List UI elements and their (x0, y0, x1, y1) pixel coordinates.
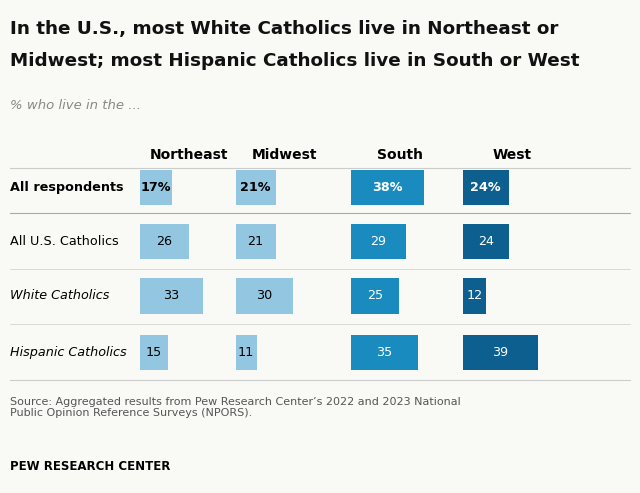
FancyBboxPatch shape (236, 170, 276, 205)
Text: In the U.S., most White Catholics live in Northeast or: In the U.S., most White Catholics live i… (10, 20, 558, 38)
FancyBboxPatch shape (351, 278, 399, 314)
Text: 24: 24 (477, 235, 494, 248)
Text: 15: 15 (146, 346, 162, 359)
Text: 39: 39 (492, 346, 508, 359)
Text: Northeast: Northeast (150, 148, 228, 162)
FancyBboxPatch shape (463, 224, 509, 259)
FancyBboxPatch shape (140, 278, 203, 314)
Text: 26: 26 (157, 235, 173, 248)
Text: Midwest; most Hispanic Catholics live in South or West: Midwest; most Hispanic Catholics live in… (10, 52, 579, 70)
Text: 35: 35 (376, 346, 392, 359)
FancyBboxPatch shape (463, 335, 538, 370)
Text: Midwest: Midwest (252, 148, 317, 162)
Text: White Catholics: White Catholics (10, 289, 109, 302)
FancyBboxPatch shape (140, 224, 189, 259)
FancyBboxPatch shape (140, 335, 168, 370)
Text: South: South (377, 148, 423, 162)
Text: 11: 11 (238, 346, 254, 359)
Text: 24%: 24% (470, 181, 501, 194)
Text: 25: 25 (367, 289, 383, 302)
Text: West: West (492, 148, 532, 162)
Text: 21%: 21% (241, 181, 271, 194)
Text: 17%: 17% (141, 181, 171, 194)
Text: All U.S. Catholics: All U.S. Catholics (10, 235, 118, 248)
Text: 33: 33 (163, 289, 179, 302)
FancyBboxPatch shape (463, 278, 486, 314)
Text: PEW RESEARCH CENTER: PEW RESEARCH CENTER (10, 460, 170, 473)
Text: 12: 12 (466, 289, 483, 302)
FancyBboxPatch shape (351, 224, 406, 259)
Text: 38%: 38% (372, 181, 403, 194)
Text: 21: 21 (248, 235, 264, 248)
FancyBboxPatch shape (236, 335, 257, 370)
Text: Source: Aggregated results from Pew Research Center’s 2022 and 2023 National
Pub: Source: Aggregated results from Pew Rese… (10, 397, 460, 419)
FancyBboxPatch shape (236, 278, 293, 314)
Text: 30: 30 (256, 289, 273, 302)
Text: % who live in the ...: % who live in the ... (10, 99, 141, 111)
FancyBboxPatch shape (351, 170, 424, 205)
FancyBboxPatch shape (351, 335, 418, 370)
FancyBboxPatch shape (140, 170, 172, 205)
FancyBboxPatch shape (236, 224, 276, 259)
FancyBboxPatch shape (463, 170, 509, 205)
Text: All respondents: All respondents (10, 181, 123, 194)
Text: Hispanic Catholics: Hispanic Catholics (10, 346, 126, 359)
Text: 29: 29 (371, 235, 387, 248)
